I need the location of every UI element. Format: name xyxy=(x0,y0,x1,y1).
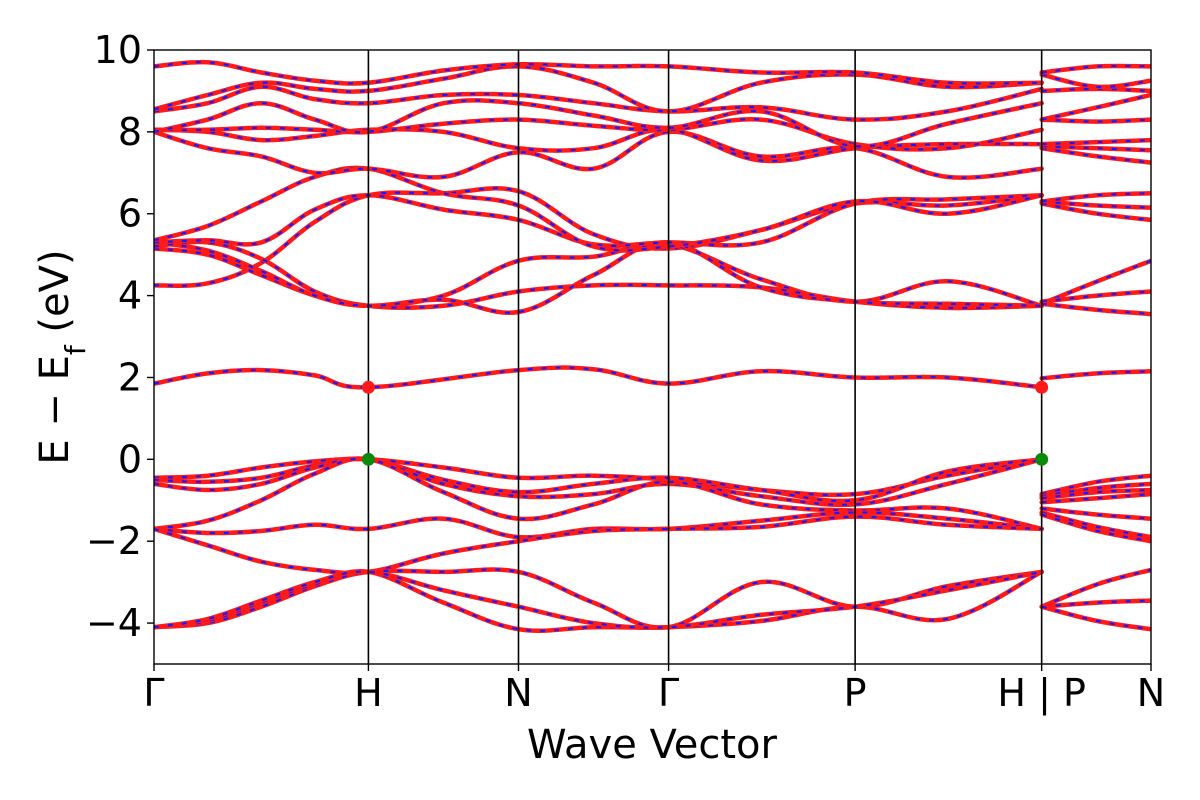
y-tick-label-1: −2 xyxy=(86,519,142,563)
y-axis-label-unit: (eV) xyxy=(32,249,78,345)
band-line-dashed-24 xyxy=(1041,474,1151,496)
plot-frame xyxy=(153,49,1152,665)
band-line-dashed-35 xyxy=(1041,290,1151,303)
band-line-6 xyxy=(154,514,1044,576)
vbm-marker-3 xyxy=(1035,452,1049,466)
band-line-dashed-34 xyxy=(1041,259,1151,305)
band-line-dashed-25 xyxy=(1041,482,1151,498)
x-tick-label-0: Γ xyxy=(143,671,164,715)
band-line-dashed-2 xyxy=(154,457,1042,503)
y-axis-label-sub: f xyxy=(59,344,92,355)
band-line-dashed-14 xyxy=(154,194,1042,247)
band-line-19 xyxy=(154,98,1044,149)
band-line-dashed-46 xyxy=(1041,73,1151,88)
y-tick-label-0: −4 xyxy=(86,601,142,645)
band-line-dashed-44 xyxy=(1041,93,1151,121)
x-axis-label: Wave Vector xyxy=(527,722,778,768)
x-tick-label-4: P xyxy=(844,671,867,715)
y-tick-label-2: 0 xyxy=(118,437,142,481)
band-edge-markers xyxy=(361,380,1049,466)
x-tick-label-5: H | P xyxy=(997,671,1085,716)
band-line-dashed-20 xyxy=(154,85,1042,121)
band-line-dashed-16 xyxy=(154,130,1042,179)
x-tick-label-1: H xyxy=(354,671,383,715)
band-line-dashed-36 xyxy=(1041,302,1151,316)
band-line-dashed-28 xyxy=(1041,507,1151,520)
y-tick-label-6: 8 xyxy=(118,110,142,154)
band-line-13 xyxy=(154,240,1044,316)
band-line-dashed-0 xyxy=(154,366,1042,389)
band-line-dashed-8 xyxy=(154,570,1043,632)
cbm-marker-0 xyxy=(361,380,375,394)
band-line-dashed-39 xyxy=(1041,192,1151,203)
band-line-dashed-38 xyxy=(1041,202,1151,221)
band-line-dashed-40 xyxy=(1041,147,1151,164)
x-axis-ticks: Γ H N Γ P H | P N xyxy=(143,664,1165,716)
band-line-dashed-26 xyxy=(1041,488,1151,500)
band-line-9 xyxy=(154,569,1044,630)
band-line-42 xyxy=(1039,137,1151,147)
band-line-dashed-1 xyxy=(154,457,1042,497)
band-lines xyxy=(154,59,1151,634)
band-line-23 xyxy=(1039,369,1151,381)
band-line-46 xyxy=(1039,72,1151,90)
y-tick-label-7: 10 xyxy=(94,28,142,72)
band-line-dashed-29 xyxy=(1041,511,1151,539)
band-line-dashed-47 xyxy=(1041,64,1151,74)
band-line-32 xyxy=(1039,598,1151,609)
x-tick-label-6: N xyxy=(1137,671,1165,715)
band-line-dashed-15 xyxy=(154,166,1042,252)
y-axis-label-main: E − E xyxy=(32,355,78,465)
vbm-marker-2 xyxy=(361,452,375,466)
band-line-dashed-33 xyxy=(1041,605,1151,631)
band-line-dashed-30 xyxy=(1041,513,1151,543)
band-line-22 xyxy=(154,59,1044,86)
band-line-37 xyxy=(1039,199,1151,210)
band-line-dashed-3 xyxy=(154,457,1042,506)
y-axis-label: E − Ef (eV) xyxy=(32,249,92,464)
band-line-5 xyxy=(154,510,1044,540)
band-line-41 xyxy=(1039,143,1151,153)
band-line-dashed-22 xyxy=(154,61,1042,85)
band-line-dashed-31 xyxy=(1041,568,1151,608)
y-axis-ticks: −4 −2 0 2 4 6 8 10 xyxy=(86,28,154,645)
x-tick-label-2: N xyxy=(504,671,532,715)
y-tick-label-4: 4 xyxy=(118,274,142,318)
cbm-marker-1 xyxy=(1035,380,1049,394)
band-line-43 xyxy=(1039,117,1151,124)
band-line-27 xyxy=(1039,491,1151,505)
y-tick-label-3: 2 xyxy=(118,355,142,399)
y-tick-label-5: 6 xyxy=(118,192,142,236)
x-tick-label-3: Γ xyxy=(658,671,679,715)
kpoint-separators xyxy=(367,50,1043,664)
